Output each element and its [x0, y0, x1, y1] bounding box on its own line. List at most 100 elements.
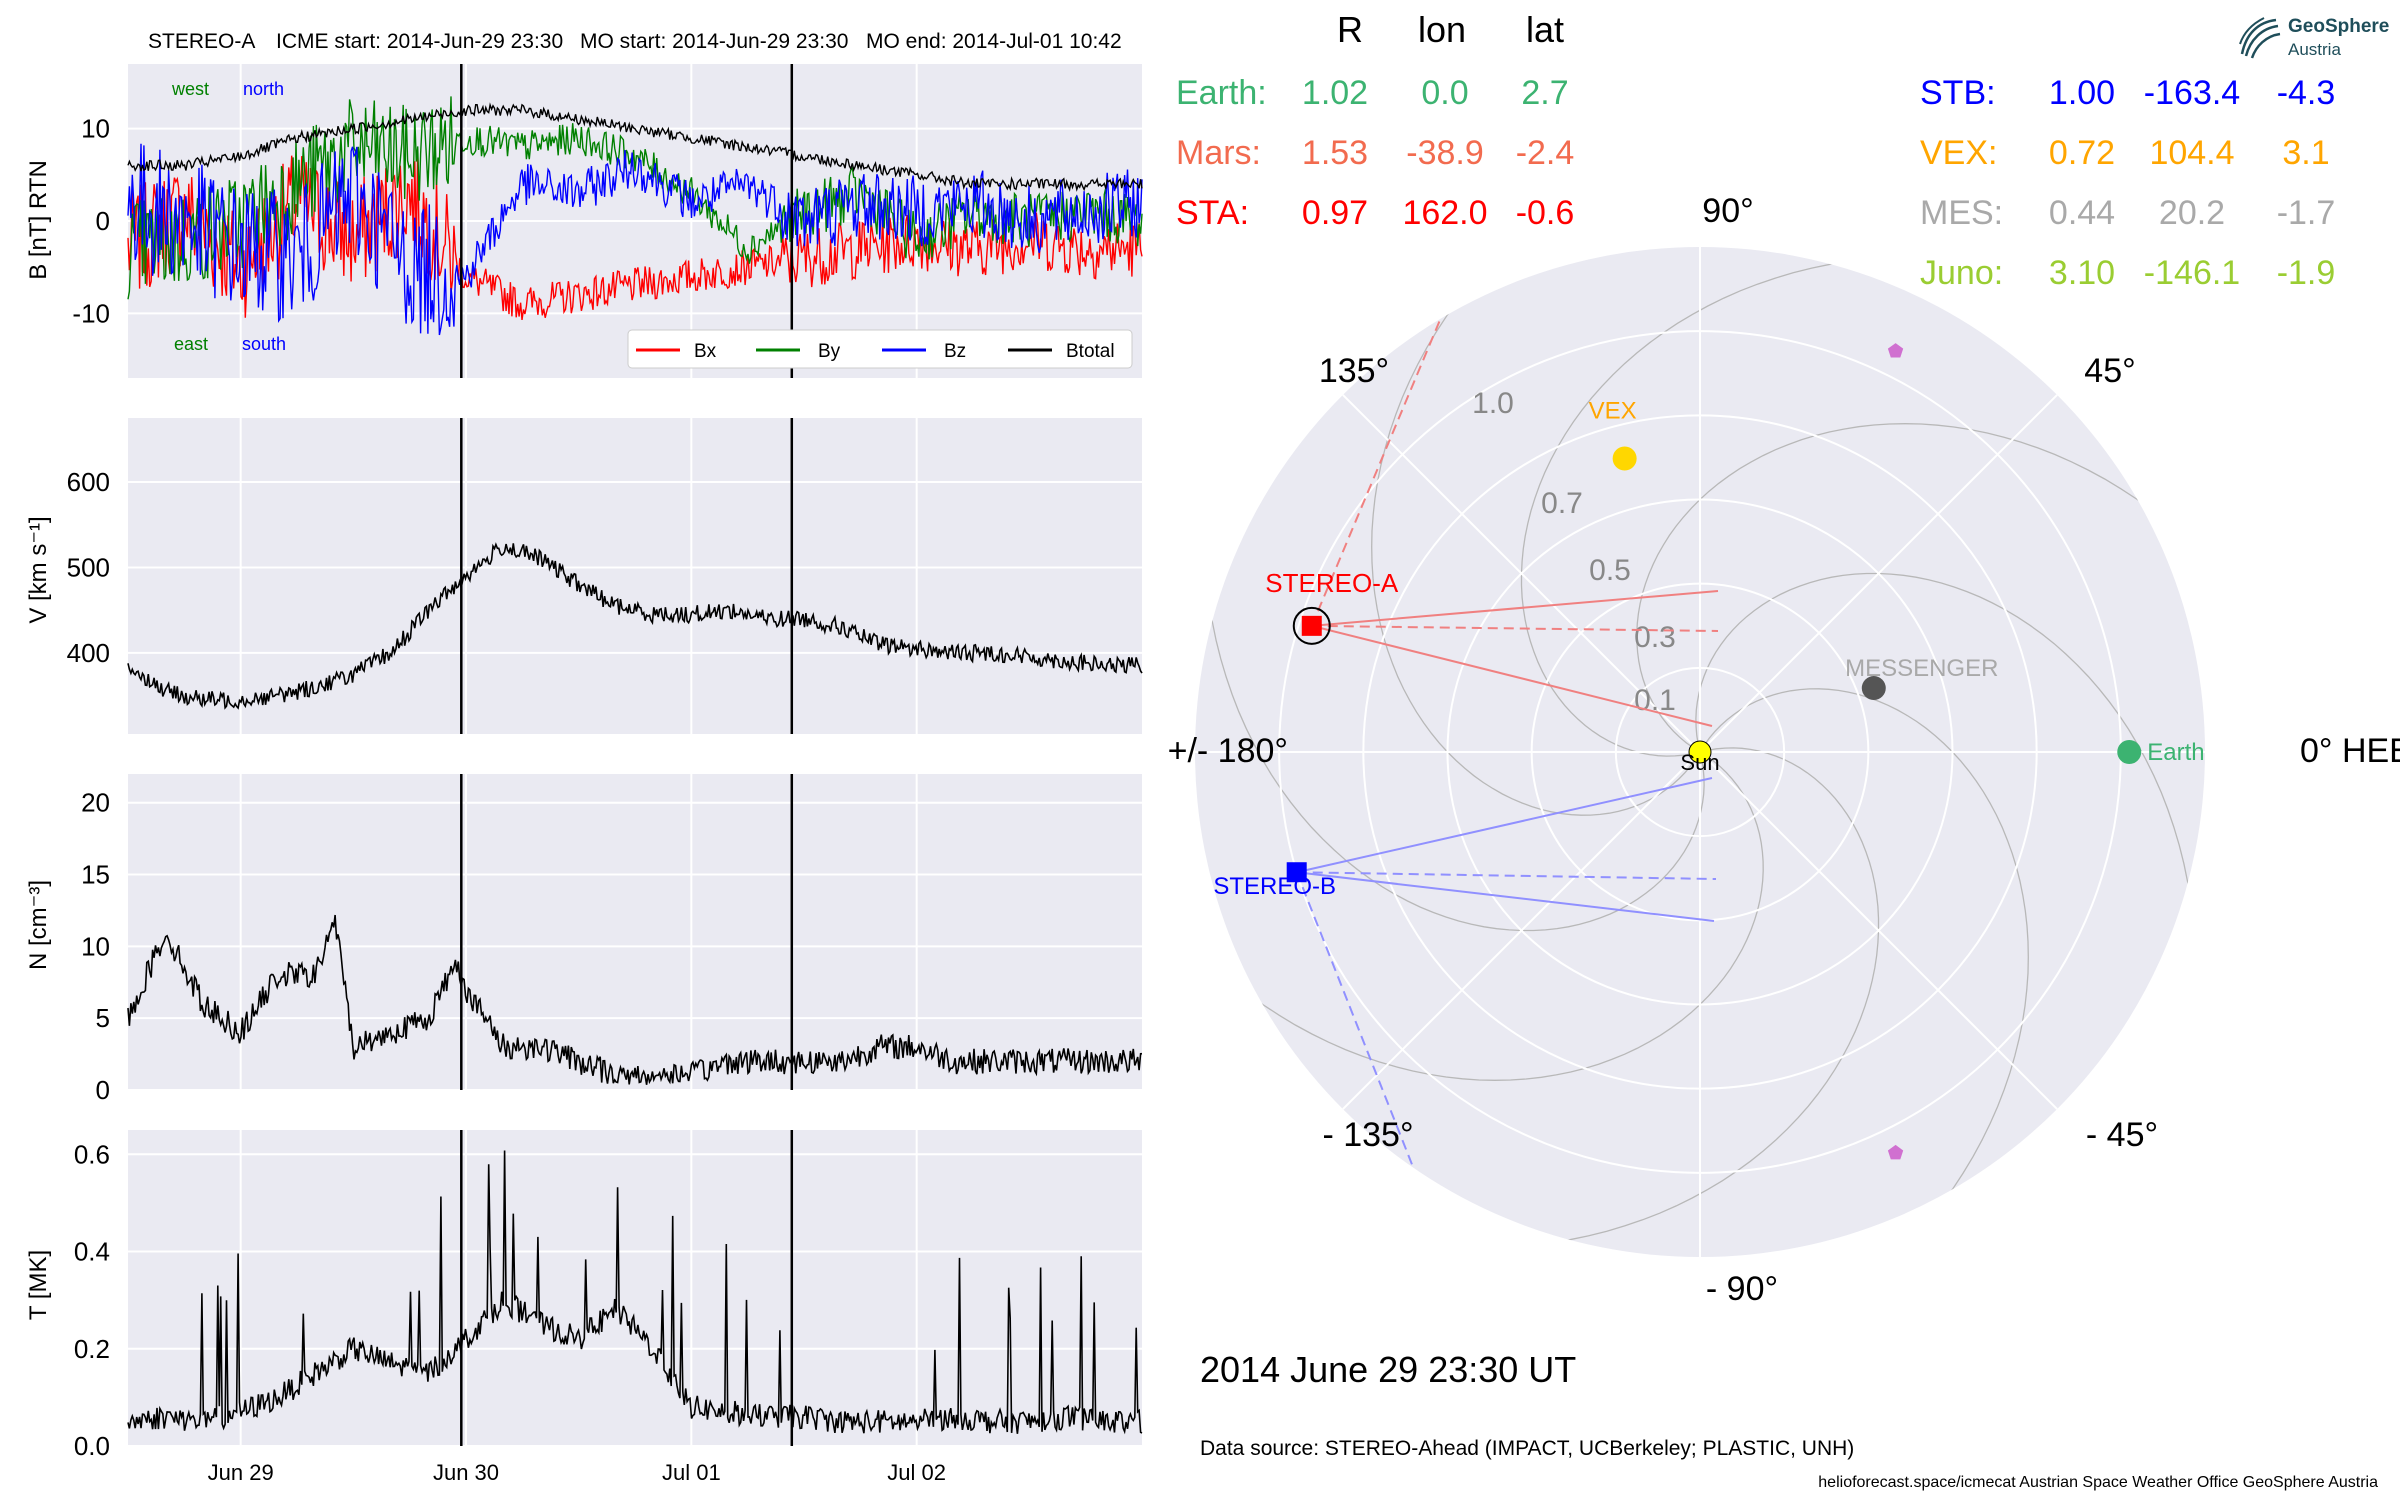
juno-pentagon-marker: [1887, 343, 1904, 358]
series-line-data: [127, 542, 1143, 710]
temperature-panel: Jun 29 Jun 30 Jul 01 Jul 02 0.0 0.2 0.4 0.6: [74, 1130, 1143, 1485]
table-row-lat: -1.9: [2277, 254, 2336, 292]
data-source: Data source: STEREO-Ahead (IMPACT, UCBer…: [1200, 1437, 1854, 1460]
radial-tick-label: 0.5: [1589, 554, 1631, 587]
table-row-r: 1.53: [1302, 134, 1368, 172]
y-tick-label: 0.2: [74, 1334, 110, 1364]
y-tick-label: 0: [96, 1075, 110, 1105]
table-row-lon: -38.9: [1406, 134, 1484, 172]
table-row-lon: 0.0: [1421, 74, 1468, 112]
angular-gridline: [1699, 394, 2058, 753]
sta-fov-dashed-line: [1311, 624, 1719, 632]
table-row-r: 0.97: [1302, 194, 1368, 232]
table-row-name: Mars:: [1176, 134, 1261, 172]
angle-label: - 45°: [2086, 1116, 2158, 1154]
legend-bz: Bz: [944, 341, 966, 362]
x-tick-label: Jul 01: [662, 1460, 721, 1485]
angle-label: 0° HEEQ: [2300, 732, 2400, 770]
table-row-lat: -1.7: [2277, 194, 2336, 232]
table-row-r: 0.72: [2049, 134, 2115, 172]
table-row-lon: 162.0: [1402, 194, 1487, 232]
stereo-a-label: STEREO-A: [1265, 568, 1399, 598]
vex-label: VEX: [1589, 398, 1637, 425]
juno-pentagon-marker: [1887, 1144, 1904, 1160]
y-tick-label: -10: [72, 298, 110, 328]
south-label: south: [242, 334, 286, 354]
n-axis-label: N [cm⁻³]: [25, 880, 52, 970]
stereo-a-ring: [1292, 606, 1331, 645]
density-panel: 0 5 10 15 20: [81, 774, 1143, 1105]
table-row-lat: 3.1: [2282, 134, 2329, 172]
logo-line-1: GeoSphere: [2288, 16, 2390, 37]
table-row-lat: -4.3: [2277, 74, 2336, 112]
y-tick-label: 20: [81, 788, 110, 818]
stb-fov-dashed-line: [1296, 871, 1717, 880]
table-row-lon: -163.4: [2144, 74, 2240, 112]
table-row-name: Earth:: [1176, 74, 1267, 112]
y-tick-label: 0.6: [74, 1139, 110, 1169]
x-tick-label: Jul 02: [887, 1460, 946, 1485]
earth-label: Earth: [2147, 739, 2204, 766]
table-row-r: 0.44: [2049, 194, 2115, 232]
y-tick-label: 0: [96, 206, 110, 236]
spacecraft-label: STEREO-A: [148, 30, 255, 53]
mo-end-label: MO end: 2014-Jul-01 10:42: [866, 30, 1122, 53]
angular-gridline: [1699, 751, 2058, 1110]
table-row-name: MES:: [1920, 194, 2003, 232]
sun-label: Sun: [1680, 750, 1719, 775]
table-row-r: 1.02: [1302, 74, 1368, 112]
speed-panel: 400 500 600: [67, 418, 1143, 734]
series-line-bz: [127, 143, 1143, 336]
sta-fov-line: [1311, 590, 1719, 627]
angle-label: - 90°: [1706, 1270, 1778, 1308]
table-row-name: STA:: [1176, 194, 1249, 232]
stereo-a-marker: [1301, 615, 1322, 636]
stereo-b-label: STEREO-B: [1213, 873, 1336, 900]
b-axis-label: B [nT] RTN: [25, 160, 52, 280]
angle-label: 90°: [1702, 192, 1753, 230]
x-tick-label: Jun 29: [208, 1460, 274, 1485]
panel-background: [128, 1130, 1142, 1446]
sun-marker: [1688, 740, 1712, 764]
messenger-marker: [1861, 676, 1886, 701]
table-row-lat: 2.7: [1521, 74, 1568, 112]
legend-bx: Bx: [694, 341, 717, 362]
angle-label: +/- 180°: [1168, 732, 1288, 770]
panel-background: [128, 418, 1142, 734]
b-legend: Bx By Bz Btotal: [627, 329, 1133, 369]
table-row-r: 3.10: [2049, 254, 2115, 292]
angle-label: 45°: [2084, 352, 2135, 390]
table-row-lon: 20.2: [2159, 194, 2225, 232]
angular-gridline: [1342, 394, 1701, 753]
logo-line-2: Austria: [2288, 40, 2341, 59]
table-row-r: 1.00: [2049, 74, 2115, 112]
y-tick-label: 500: [67, 552, 110, 582]
icme-start-label: ICME start: 2014-Jun-29 23:30: [276, 30, 563, 53]
angle-label: - 135°: [1322, 1116, 1413, 1154]
series-line-btotal: [127, 102, 1143, 193]
vex-marker: [1612, 446, 1637, 471]
stb-fov-line: [1296, 871, 1715, 922]
table-row-lat: -2.4: [1516, 134, 1575, 172]
y-tick-label: 0.4: [74, 1237, 110, 1267]
series-line-data: [127, 1150, 1143, 1435]
angular-gridline: [1342, 751, 1701, 1110]
footer-credits: helioforecast.space/icmecat Austrian Spa…: [1818, 1474, 2378, 1491]
legend-by: By: [818, 341, 841, 362]
x-tick-label: Jun 30: [433, 1460, 499, 1485]
table-row-lon: 104.4: [2149, 134, 2234, 172]
earth-marker: [2117, 740, 2142, 764]
table-row-name: VEX:: [1920, 134, 1997, 172]
messenger-label: MESSENGER: [1845, 655, 1998, 682]
y-tick-label: 600: [67, 467, 110, 497]
north-label: north: [243, 79, 284, 99]
west-label: west: [171, 79, 209, 99]
radial-tick-label: 0.3: [1634, 621, 1676, 654]
position-table: R lon lat Earth: 1.02 0.0 2.7 Mars: 1.53 -38.9…: [1176, 9, 2335, 292]
sta-direction-line: [1310, 319, 1441, 627]
angle-label: 135°: [1319, 352, 1389, 390]
y-tick-label: 15: [81, 860, 110, 890]
col-lon: lon: [1418, 9, 1466, 50]
col-r: R: [1337, 9, 1363, 50]
polar-position-plot: 0.10.30.50.71.00° HEEQ45°90°135°+/- 180°…: [1168, 192, 2400, 1308]
